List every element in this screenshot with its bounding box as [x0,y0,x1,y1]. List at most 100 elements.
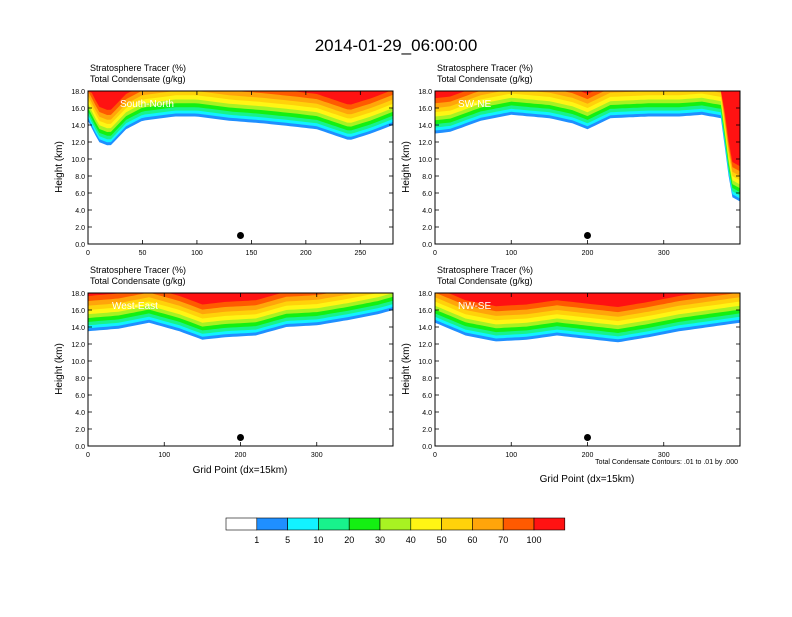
x-tick-label: 0 [433,250,437,257]
y-tick-label: 10.0 [418,157,432,164]
plot-area: 0.0 2.0 4.0 6.0 8.0 10.0 12.0 14.0 16.0 18.0 0 100 2… [418,89,741,257]
y-tick-label: 12.0 [71,140,85,147]
colorbar-swatch [256,517,288,531]
colorbar: 1 5 10 20 30 40 50 60 70 100 [225,517,566,545]
panel-header-line1: Stratosphere Tracer (%) [90,63,186,73]
x-tick-label: 100 [158,452,170,459]
y-tick-label: 12.0 [418,342,432,349]
panel-header-line2: Total Condensate (g/kg) [90,276,186,286]
y-tick-label: 0.0 [422,242,432,249]
tracer-band-70 [88,91,393,115]
surface-marker [237,434,244,441]
y-tick-label: 2.0 [75,225,85,232]
x-axis-label: Grid Point (dx=15km) [540,474,635,485]
panel-header-line2: Total Condensate (g/kg) [90,74,186,84]
colorbar-label: 60 [467,535,477,545]
y-tick-label: 18.0 [418,89,432,96]
tracer-band-100 [88,293,393,305]
y-tick-label: 4.0 [422,208,432,215]
x-tick-label: 200 [300,250,312,257]
x-tick-label: 250 [354,250,366,257]
colorbar-label: 1 [254,535,259,545]
panel-sw-ne: Stratosphere Tracer (%) Total Condensate… [401,63,741,257]
y-tick-label: 12.0 [418,140,432,147]
panel-header-line2: Total Condensate (g/kg) [437,74,533,84]
panel-label: South-North [120,99,174,110]
colorbar-label: 30 [375,535,385,545]
colorbar-swatch [318,517,350,531]
contour-note: Total Condensate Contours: .01 to .01 by… [595,459,738,466]
panel-south-north: Stratosphere Tracer (%) Total Condensate… [54,63,394,257]
panel-label: NW-SE [458,301,491,312]
y-tick-label: 14.0 [418,325,432,332]
colorbar-swatch [441,517,473,531]
plot-area: 0.0 2.0 4.0 6.0 8.0 10.0 12.0 14.0 16.0 18.0 0 50 10… [71,89,394,257]
x-axis-label: Grid Point (dx=15km) [193,465,288,476]
y-axis-label: Height (km) [54,343,65,395]
plot-area: 0.0 2.0 4.0 6.0 8.0 10.0 12.0 14.0 16.0 18.0 0 100 2… [71,291,394,459]
y-tick-label: 0.0 [75,444,85,451]
y-tick-label: 12.0 [71,342,85,349]
y-tick-label: 8.0 [422,174,432,181]
colorbar-label: 10 [313,535,323,545]
colorbar-swatch [410,517,442,531]
y-tick-label: 2.0 [422,225,432,232]
x-tick-label: 100 [505,250,517,257]
panel-header-line2: Total Condensate (g/kg) [437,276,533,286]
y-tick-label: 16.0 [71,308,85,315]
y-tick-label: 4.0 [75,208,85,215]
y-tick-label: 8.0 [422,376,432,383]
y-tick-label: 16.0 [418,106,432,113]
y-tick-label: 16.0 [418,308,432,315]
y-tick-label: 4.0 [75,410,85,417]
colorbar-label: 100 [526,535,541,545]
panel-nw-se: Stratosphere Tracer (%) Total Condensate… [401,265,741,485]
panel-header-line1: Stratosphere Tracer (%) [437,63,533,73]
y-tick-label: 14.0 [418,123,432,130]
panel-label: SW-NE [458,99,491,110]
y-axis-label: Height (km) [401,343,412,395]
x-tick-label: 200 [235,452,247,459]
colorbar-swatch [502,517,535,531]
surface-marker [237,232,244,239]
y-tick-label: 14.0 [71,325,85,332]
y-tick-label: 10.0 [418,359,432,366]
y-tick-label: 18.0 [71,89,85,96]
y-tick-label: 0.0 [422,444,432,451]
colorbar-swatch [348,517,381,531]
x-tick-label: 150 [246,250,258,257]
colorbar-label: 50 [437,535,447,545]
y-tick-label: 8.0 [75,174,85,181]
plot-area: 0.0 2.0 4.0 6.0 8.0 10.0 12.0 14.0 16.0 18.0 0 100 2… [418,291,741,459]
y-tick-label: 2.0 [75,427,85,434]
y-tick-label: 18.0 [71,291,85,298]
colorbar-label: 70 [498,535,508,545]
y-tick-label: 6.0 [75,393,85,400]
colorbar-swatch [225,517,258,531]
y-tick-label: 6.0 [75,191,85,198]
x-tick-label: 0 [86,250,90,257]
plot-frame [87,90,394,245]
x-tick-label: 300 [658,452,670,459]
tracer-band-70 [88,293,393,310]
y-tick-label: 0.0 [75,242,85,249]
surface-marker [584,232,591,239]
surface-marker [584,434,591,441]
colorbar-swatch [533,517,566,531]
x-tick-label: 100 [191,250,203,257]
y-tick-label: 18.0 [418,291,432,298]
y-tick-label: 4.0 [422,410,432,417]
x-tick-label: 200 [582,250,594,257]
panel-west-east: Stratosphere Tracer (%) Total Condensate… [54,265,394,476]
y-tick-label: 10.0 [71,157,85,164]
panel-label: West-East [112,301,158,312]
x-tick-label: 200 [582,452,594,459]
figure-title: 2014-01-29_06:00:00 [315,36,478,55]
y-tick-label: 2.0 [422,427,432,434]
colorbar-label: 20 [344,535,354,545]
tracer-band-60 [435,91,740,176]
x-tick-label: 0 [433,452,437,459]
y-axis-label: Height (km) [401,141,412,193]
y-tick-label: 8.0 [75,376,85,383]
